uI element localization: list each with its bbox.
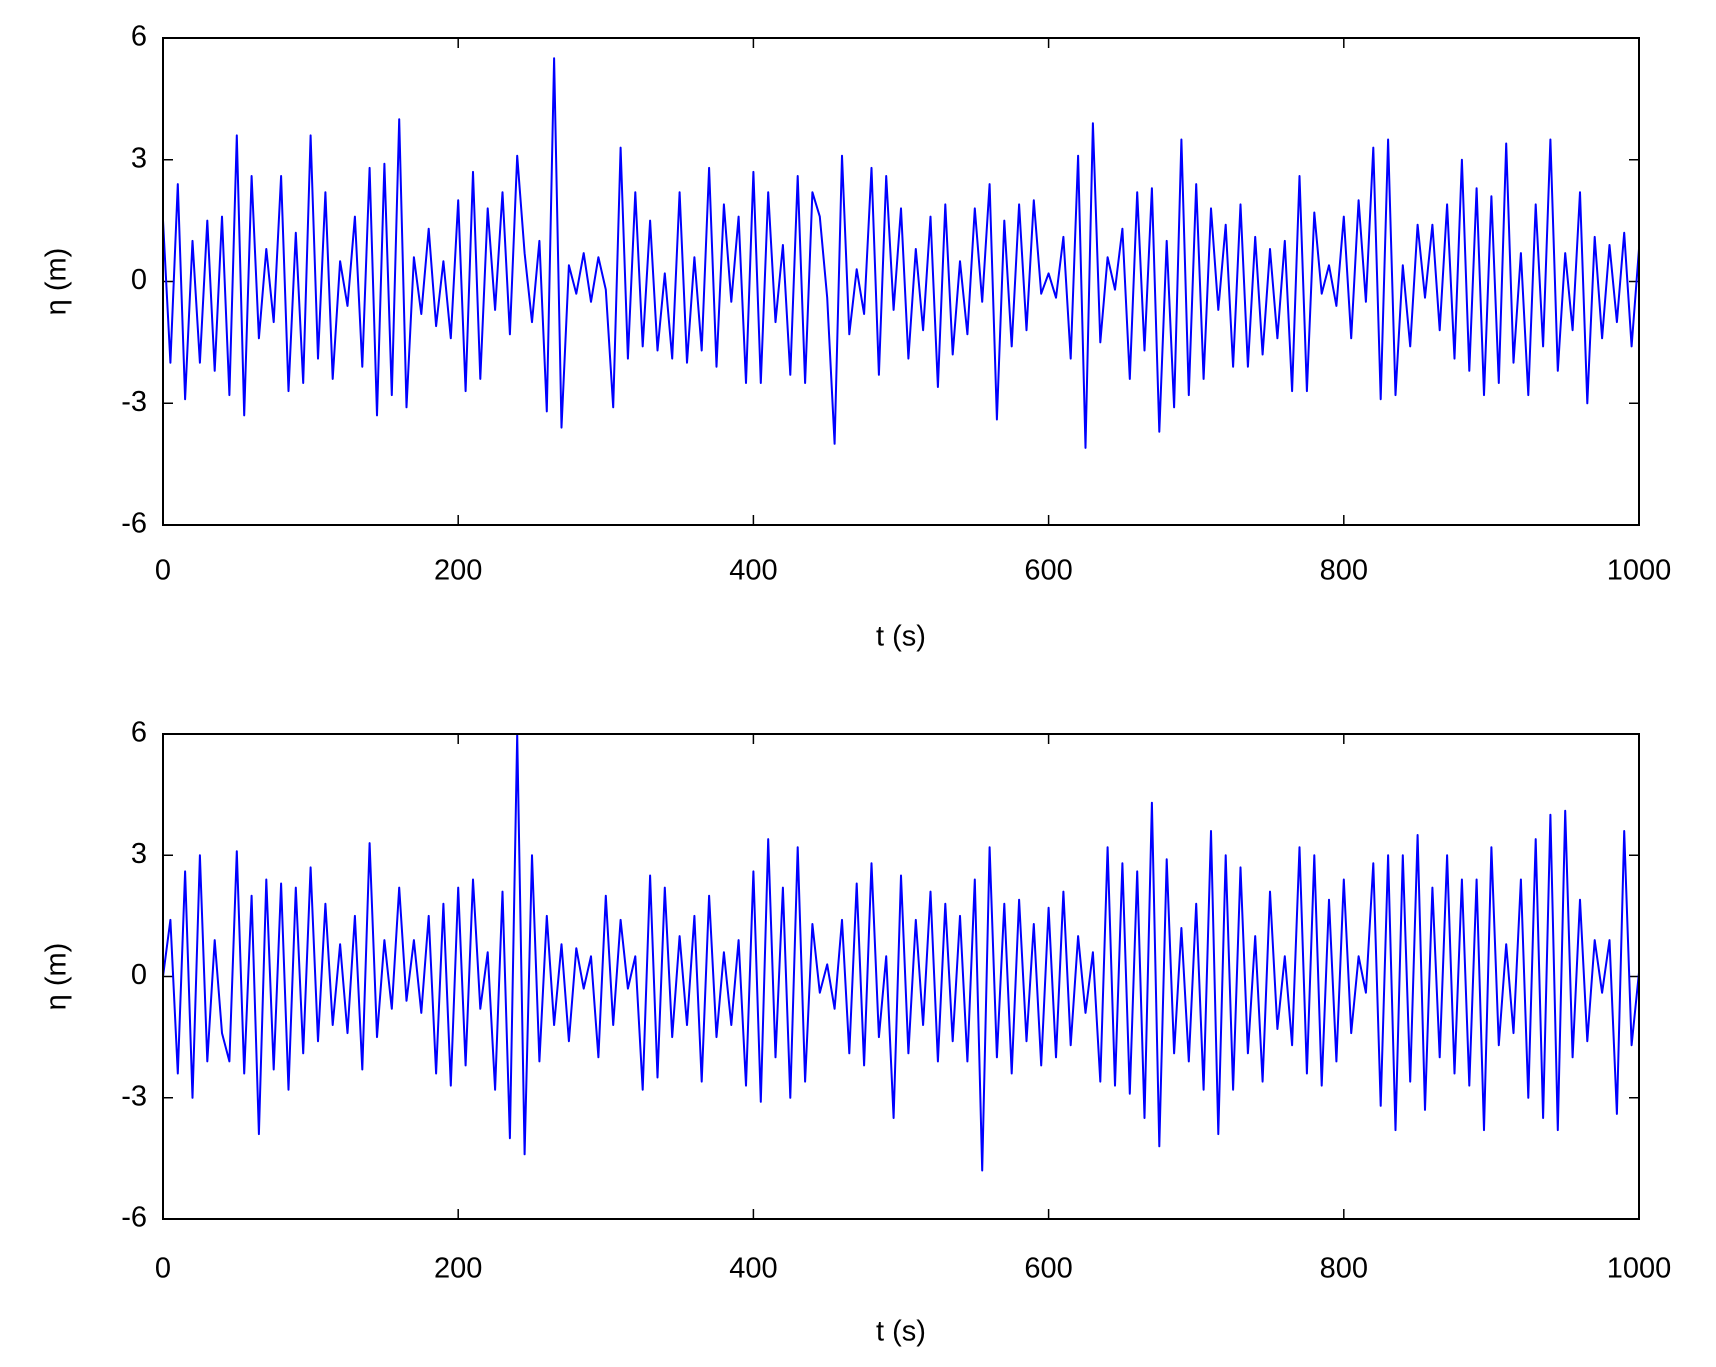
x-axis-label: t (s) bbox=[876, 621, 926, 653]
y-tick-label: 6 bbox=[131, 21, 147, 53]
y-tick-label: 0 bbox=[131, 959, 147, 991]
x-tick-label: 200 bbox=[434, 555, 482, 587]
x-tick-label: 800 bbox=[1320, 1253, 1368, 1285]
plot-frame bbox=[162, 733, 1640, 1220]
data-line bbox=[162, 57, 1640, 449]
plot-frame bbox=[162, 37, 1640, 526]
x-tick-label: 400 bbox=[729, 1253, 777, 1285]
x-tick-label: 0 bbox=[155, 555, 171, 587]
y-axis-label: η (m) bbox=[41, 248, 73, 316]
x-tick-label: 800 bbox=[1320, 555, 1368, 587]
x-axis-label: t (s) bbox=[876, 1316, 926, 1348]
y-tick-label: 6 bbox=[131, 717, 147, 749]
y-tick-label: -3 bbox=[121, 1080, 147, 1112]
x-tick-label: 1000 bbox=[1607, 555, 1672, 587]
x-tick-label: 200 bbox=[434, 1253, 482, 1285]
y-tick-label: -3 bbox=[121, 386, 147, 418]
x-tick-label: 600 bbox=[1024, 555, 1072, 587]
y-tick-label: -6 bbox=[121, 1202, 147, 1234]
data-line bbox=[162, 733, 1640, 1172]
y-tick-label: 3 bbox=[131, 838, 147, 870]
x-tick-label: 1000 bbox=[1607, 1253, 1672, 1285]
x-tick-label: 400 bbox=[729, 555, 777, 587]
y-axis-label: η (m) bbox=[41, 943, 73, 1011]
x-tick-label: 600 bbox=[1024, 1253, 1072, 1285]
y-tick-label: 0 bbox=[131, 264, 147, 296]
y-tick-label: 3 bbox=[131, 142, 147, 174]
x-tick-label: 0 bbox=[155, 1253, 171, 1285]
y-tick-label: -6 bbox=[121, 508, 147, 540]
